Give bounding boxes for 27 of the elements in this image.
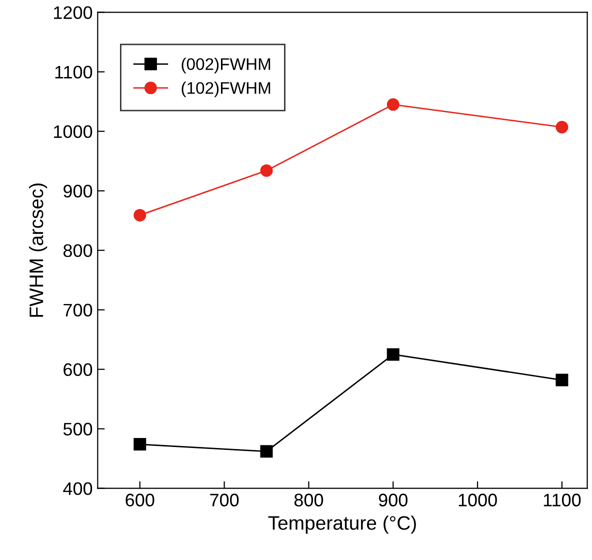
x-tick-label: 700 <box>210 494 239 506</box>
y-tick-label: 1200 <box>54 6 92 20</box>
y-tick-label: 900 <box>64 184 92 198</box>
point <box>556 120 568 134</box>
x-tick-label: 600 <box>126 494 154 506</box>
y-tick-label: 1000 <box>54 125 92 138</box>
point <box>134 208 146 222</box>
x-tick-label: 1100 <box>544 494 581 506</box>
x-tick-label: 900 <box>378 494 408 506</box>
point <box>134 438 146 451</box>
point <box>386 348 400 361</box>
x-tick-label: 1000 <box>458 494 497 506</box>
y-tick-label: 800 <box>63 244 92 258</box>
y-tick-label: 500 <box>63 422 92 436</box>
y-tick-label: 400 <box>63 482 92 496</box>
x-tick-label: 800 <box>294 494 324 506</box>
legend-label: (102)FWHM <box>182 82 270 98</box>
point <box>260 445 273 458</box>
y-axis-title: FWHM (arcsec) <box>28 183 48 317</box>
point <box>556 374 568 386</box>
legend-label: (002)FWHM <box>182 58 270 74</box>
x-axis-title: Temperature (°C) <box>268 516 416 534</box>
y-tick-label: 700 <box>64 304 92 317</box>
y-tick-label: 1100 <box>55 66 92 79</box>
point <box>260 164 273 177</box>
point <box>386 98 400 111</box>
y-tick-label: 600 <box>64 363 92 376</box>
